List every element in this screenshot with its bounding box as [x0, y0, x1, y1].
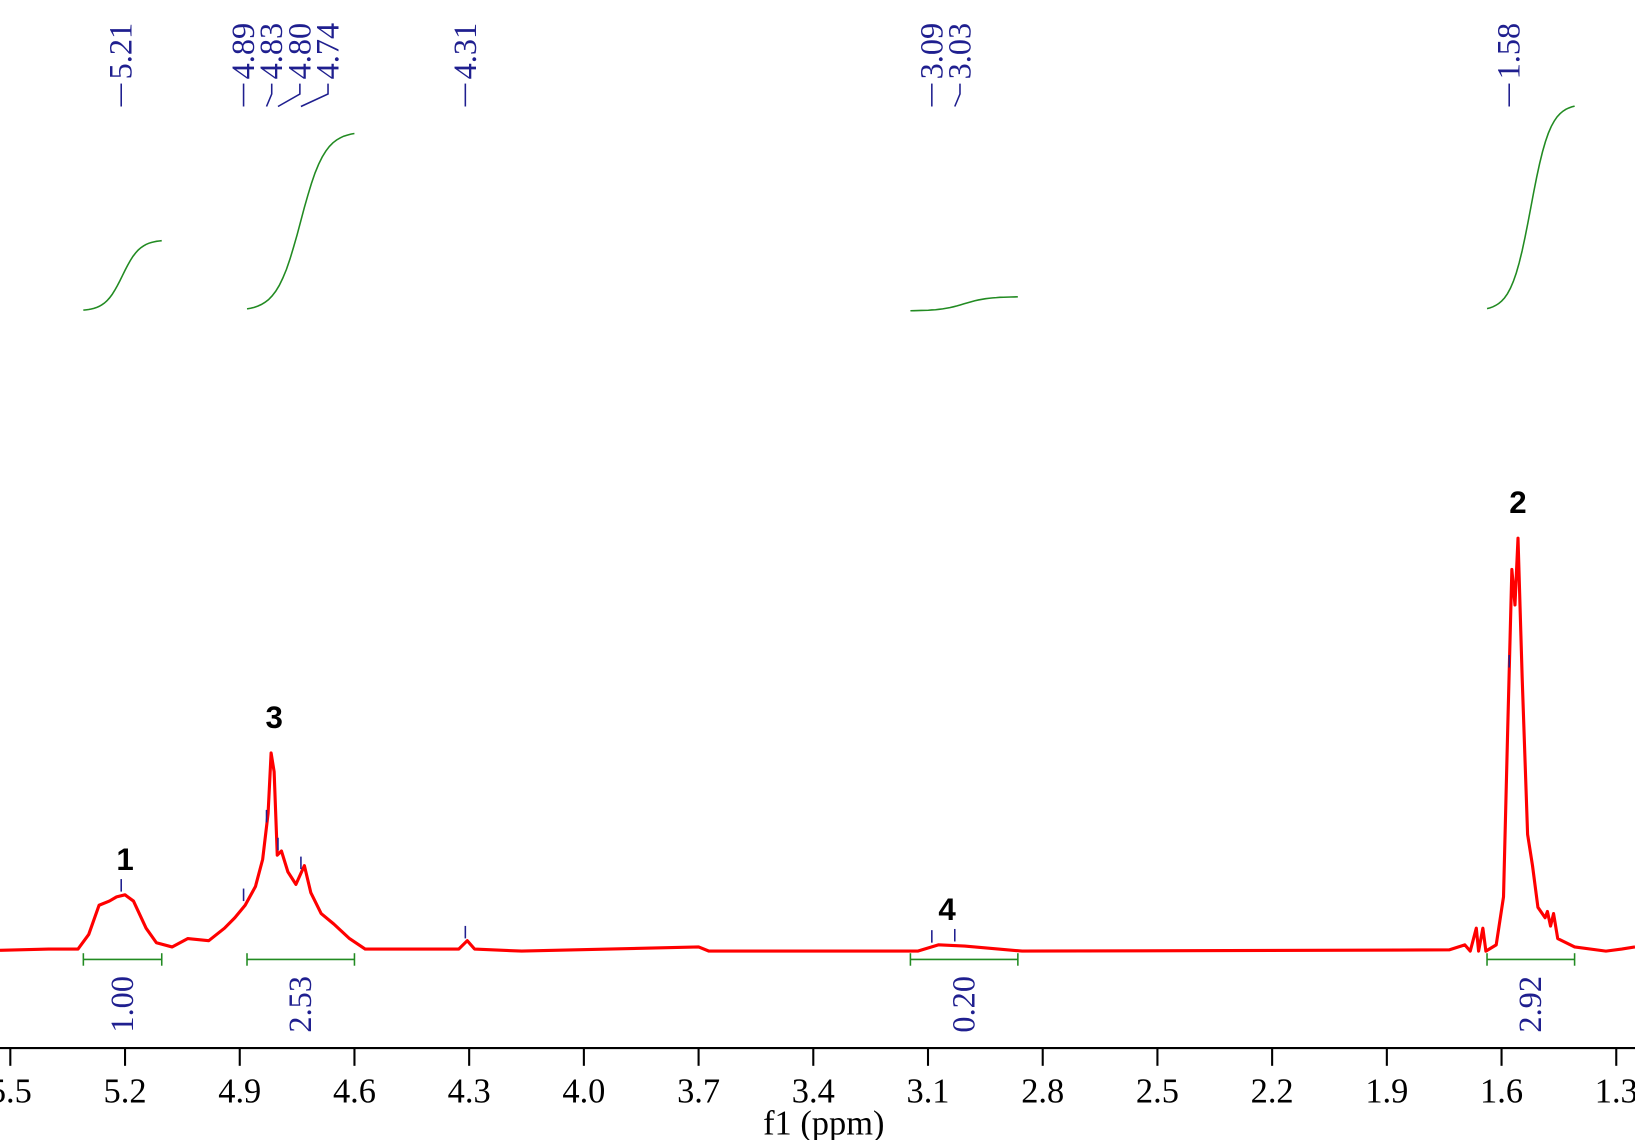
x-tick-label: 1.3 [1595, 1072, 1635, 1110]
peak-annotation: 3 [265, 700, 282, 735]
integral-curve [1486, 105, 1575, 310]
x-tick-label: 5.5 [0, 1072, 32, 1110]
x-tick-label: 5.2 [104, 1072, 147, 1110]
peak-label: 3.03 [941, 23, 977, 80]
peak-connector [300, 83, 329, 108]
x-tick-label: 3.4 [792, 1072, 835, 1110]
integral-label: 2.53 [282, 976, 318, 1033]
peak-connector [277, 83, 301, 108]
peak-label: 4.83 [253, 23, 289, 80]
peak-label: 4.31 [447, 23, 483, 80]
peak-label: 4.89 [225, 23, 261, 80]
x-tick-label: 4.3 [448, 1072, 491, 1110]
x-tick-label: 2.5 [1136, 1072, 1179, 1110]
x-tick-label: 3.1 [906, 1072, 949, 1110]
x-tick-label: 2.2 [1251, 1072, 1294, 1110]
peak-label: 4.80 [281, 23, 317, 80]
integral-curve [246, 132, 355, 310]
peak-connector [265, 83, 273, 107]
integral-curve [83, 239, 162, 311]
integral-label: 1.00 [104, 976, 140, 1033]
x-tick-label: 4.9 [218, 1072, 261, 1110]
x-tick-label: 4.0 [562, 1072, 605, 1110]
x-tick-label: 3.7 [677, 1072, 720, 1110]
peak-label: 5.21 [103, 23, 139, 80]
x-axis-label: f1 (ppm) [763, 1105, 884, 1140]
x-tick-label: 4.6 [333, 1072, 376, 1110]
x-tick-label: 1.6 [1480, 1072, 1523, 1110]
peak-annotation: 1 [116, 842, 133, 877]
integral-label: 0.20 [946, 976, 982, 1033]
integral-curve [910, 296, 1018, 312]
peak-label: 3.09 [913, 23, 949, 80]
peak-annotation: 2 [1509, 485, 1526, 520]
peak-label: 4.74 [309, 23, 345, 80]
x-tick-label: 2.8 [1021, 1072, 1064, 1110]
x-tick-label: 1.9 [1365, 1072, 1408, 1110]
peak-annotation: 4 [938, 892, 956, 927]
peak-connector [954, 83, 961, 107]
integral-label: 2.92 [1512, 976, 1548, 1033]
peak-label: 1.58 [1491, 23, 1527, 80]
spectrum-line [0, 536, 1635, 953]
